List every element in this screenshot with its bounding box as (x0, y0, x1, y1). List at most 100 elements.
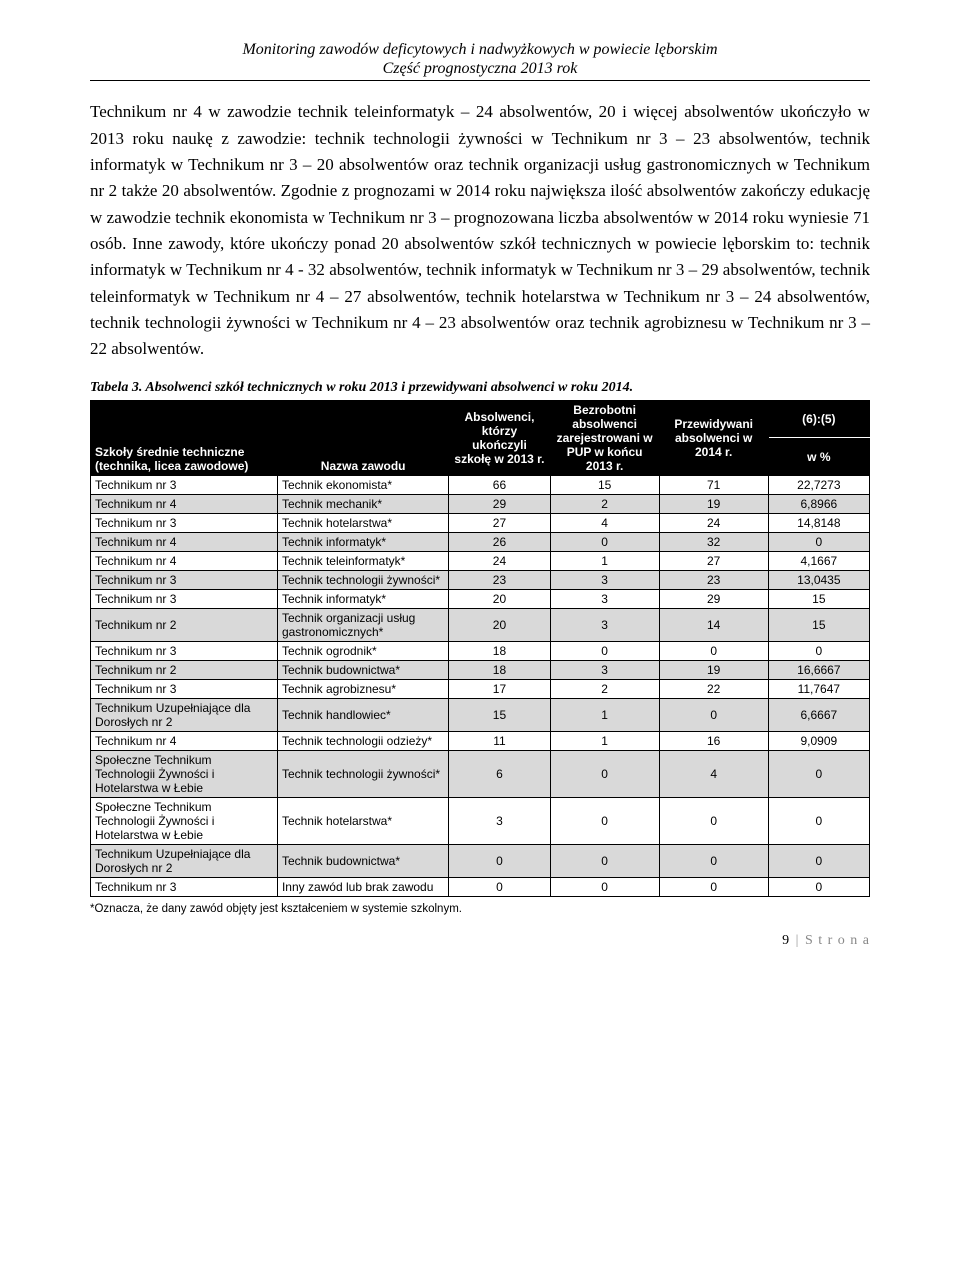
table-row: Technikum nr 4Technik mechanik*292196,89… (91, 494, 870, 513)
cell-school: Technikum Uzupełniające dla Dorosłych nr… (91, 844, 278, 877)
cell-school: Technikum nr 3 (91, 679, 278, 698)
page-label: S t r o n a (805, 933, 870, 948)
cell-forecast-2014: 19 (659, 494, 768, 513)
cell-unemployed: 0 (550, 877, 659, 896)
table-caption: Tabela 3. Absolwenci szkół technicznych … (90, 380, 870, 396)
cell-grads-2013: 0 (449, 877, 550, 896)
cell-prof: Technik informatyk* (277, 589, 448, 608)
table-header: Szkoły średnie techniczne (technika, lic… (91, 400, 870, 475)
cell-grads-2013: 0 (449, 844, 550, 877)
cell-forecast-2014: 0 (659, 877, 768, 896)
cell-prof: Technik budownictwa* (277, 660, 448, 679)
cell-forecast-2014: 0 (659, 797, 768, 844)
cell-ratio: 13,0435 (768, 570, 869, 589)
cell-grads-2013: 18 (449, 660, 550, 679)
cell-forecast-2014: 0 (659, 698, 768, 731)
page-number: 9 (782, 933, 789, 948)
cell-grads-2013: 6 (449, 750, 550, 797)
cell-school: Technikum Uzupełniające dla Dorosłych nr… (91, 698, 278, 731)
cell-school: Technikum nr 3 (91, 475, 278, 494)
cell-grads-2013: 15 (449, 698, 550, 731)
table-row: Technikum nr 3Technik technologii żywnoś… (91, 570, 870, 589)
cell-ratio: 22,7273 (768, 475, 869, 494)
page-footer: 9 | S t r o n a (90, 933, 870, 949)
running-header: Monitoring zawodów deficytowych i nadwyż… (90, 40, 870, 81)
cell-prof: Technik agrobiznesu* (277, 679, 448, 698)
cell-ratio: 14,8148 (768, 513, 869, 532)
table-row: Technikum nr 3Technik informatyk*2032915 (91, 589, 870, 608)
table-row: Technikum nr 3Technik hotelarstwa*274241… (91, 513, 870, 532)
header-line-2: Część prognostyczna 2013 rok (90, 59, 870, 78)
cell-school: Technikum nr 4 (91, 731, 278, 750)
th-ratio-top: (6):(5) (768, 400, 869, 438)
cell-grads-2013: 24 (449, 551, 550, 570)
cell-grads-2013: 29 (449, 494, 550, 513)
cell-prof: Technik technologii żywności* (277, 750, 448, 797)
cell-ratio: 0 (768, 844, 869, 877)
cell-unemployed: 3 (550, 589, 659, 608)
cell-ratio: 16,6667 (768, 660, 869, 679)
cell-school: Technikum nr 4 (91, 532, 278, 551)
table-row: Technikum nr 4Technik informatyk*260320 (91, 532, 870, 551)
body-paragraph: Technikum nr 4 w zawodzie technik telein… (90, 99, 870, 362)
table-row: Społeczne Technikum Technologii Żywności… (91, 797, 870, 844)
th-ratio-bot: w % (768, 438, 869, 476)
cell-forecast-2014: 32 (659, 532, 768, 551)
cell-forecast-2014: 23 (659, 570, 768, 589)
cell-ratio: 0 (768, 797, 869, 844)
table-row: Technikum Uzupełniające dla Dorosłych nr… (91, 698, 870, 731)
cell-forecast-2014: 71 (659, 475, 768, 494)
cell-ratio: 6,6667 (768, 698, 869, 731)
cell-grads-2013: 11 (449, 731, 550, 750)
th-unemployed: Bezrobotni absolwenci zarejestrowani w P… (550, 400, 659, 475)
cell-grads-2013: 3 (449, 797, 550, 844)
cell-prof: Technik ogrodnik* (277, 641, 448, 660)
cell-school: Technikum nr 2 (91, 660, 278, 679)
cell-grads-2013: 20 (449, 608, 550, 641)
cell-ratio: 0 (768, 877, 869, 896)
cell-prof: Technik organizacji usług gastronomiczny… (277, 608, 448, 641)
cell-unemployed: 1 (550, 551, 659, 570)
cell-prof: Technik handlowiec* (277, 698, 448, 731)
th-schools: Szkoły średnie techniczne (technika, lic… (91, 400, 278, 475)
cell-prof: Technik hotelarstwa* (277, 797, 448, 844)
table-row: Technikum nr 3Technik agrobiznesu*172221… (91, 679, 870, 698)
cell-forecast-2014: 29 (659, 589, 768, 608)
cell-forecast-2014: 16 (659, 731, 768, 750)
th-profession: Nazwa zawodu (277, 400, 448, 475)
cell-school: Społeczne Technikum Technologii Żywności… (91, 750, 278, 797)
cell-unemployed: 3 (550, 608, 659, 641)
cell-school: Technikum nr 3 (91, 513, 278, 532)
cell-forecast-2014: 22 (659, 679, 768, 698)
table-row: Społeczne Technikum Technologii Żywności… (91, 750, 870, 797)
table-row: Technikum nr 2Technik organizacji usług … (91, 608, 870, 641)
table-row: Technikum nr 3Technik ekonomista*6615712… (91, 475, 870, 494)
cell-prof: Technik teleinformatyk* (277, 551, 448, 570)
th-forecast-2014: Przewidywani absolwenci w 2014 r. (659, 400, 768, 475)
cell-ratio: 0 (768, 532, 869, 551)
cell-unemployed: 0 (550, 532, 659, 551)
table-body: Technikum nr 3Technik ekonomista*6615712… (91, 475, 870, 896)
cell-forecast-2014: 0 (659, 844, 768, 877)
cell-forecast-2014: 14 (659, 608, 768, 641)
cell-ratio: 6,8966 (768, 494, 869, 513)
cell-prof: Technik budownictwa* (277, 844, 448, 877)
table-row: Technikum nr 3Technik ogrodnik*18000 (91, 641, 870, 660)
cell-ratio: 15 (768, 589, 869, 608)
cell-grads-2013: 18 (449, 641, 550, 660)
cell-forecast-2014: 4 (659, 750, 768, 797)
cell-prof: Technik informatyk* (277, 532, 448, 551)
cell-ratio: 11,7647 (768, 679, 869, 698)
cell-grads-2013: 23 (449, 570, 550, 589)
cell-ratio: 0 (768, 750, 869, 797)
cell-forecast-2014: 0 (659, 641, 768, 660)
cell-school: Technikum nr 3 (91, 641, 278, 660)
table-row: Technikum nr 3Inny zawód lub brak zawodu… (91, 877, 870, 896)
cell-school: Technikum nr 4 (91, 551, 278, 570)
cell-school: Technikum nr 4 (91, 494, 278, 513)
cell-grads-2013: 26 (449, 532, 550, 551)
cell-prof: Technik ekonomista* (277, 475, 448, 494)
cell-school: Społeczne Technikum Technologii Żywności… (91, 797, 278, 844)
cell-unemployed: 4 (550, 513, 659, 532)
cell-grads-2013: 17 (449, 679, 550, 698)
